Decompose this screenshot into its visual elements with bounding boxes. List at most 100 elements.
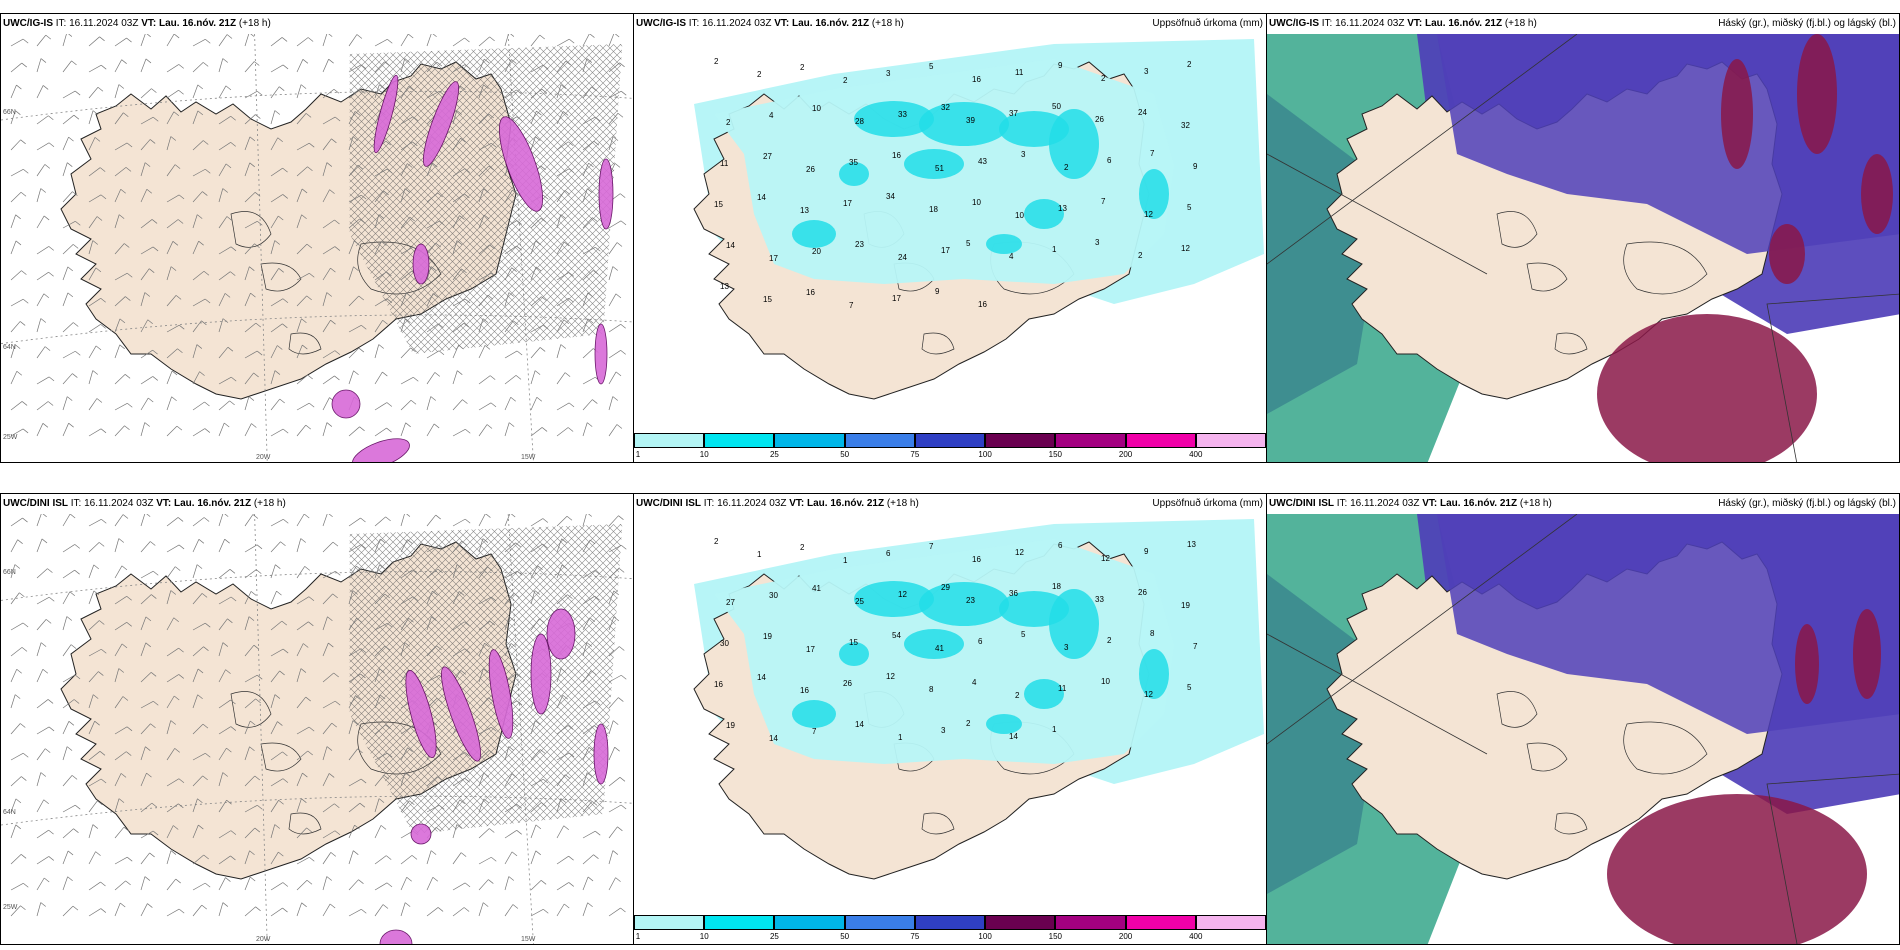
precip-value: 16	[978, 300, 987, 309]
precip-value: 27	[726, 598, 735, 607]
colorbar-tick-label: 400	[1189, 932, 1203, 941]
colorbar-swatch	[1055, 433, 1126, 448]
precip-value: 5	[929, 62, 934, 71]
precip-value: 12	[1144, 210, 1153, 219]
precip-value: 14	[757, 193, 766, 202]
precip-value: 9	[1193, 162, 1198, 171]
precip-value: 14	[855, 720, 864, 729]
precip-value: 35	[849, 158, 858, 167]
colorbar-tick-label: 75	[910, 450, 920, 459]
lat-label-66: 66N	[3, 569, 16, 576]
panel-title-right: Uppsöfnuð úrkoma (mm)	[1152, 18, 1263, 29]
precip-value: 33	[898, 110, 907, 119]
precip-value: 50	[1052, 102, 1061, 111]
colorbar-tick-label: 150	[1048, 450, 1063, 459]
precip-value: 7	[929, 542, 934, 551]
colorbar-tick-label: 100	[978, 932, 992, 941]
precip-value: 18	[1052, 582, 1061, 591]
precip-value: 16	[806, 288, 815, 297]
colorbar-swatch	[1195, 915, 1266, 930]
colorbar-swatch	[634, 433, 705, 448]
precip-value: 16	[972, 555, 981, 564]
precip-value: 17	[769, 254, 778, 263]
precip-value-labels: 2121671612612913273041251229233618332619…	[714, 537, 1198, 743]
precip-value: 17	[941, 246, 950, 255]
precip-value: 13	[1058, 204, 1067, 213]
lon-label-15w: 15W	[521, 936, 536, 943]
precip-value: 5	[1187, 203, 1192, 212]
precip-value: 12	[898, 590, 907, 599]
precip-value: 2	[714, 537, 719, 546]
precip-value: 26	[1138, 588, 1147, 597]
precip-value: 30	[720, 639, 729, 648]
precip-value: 25	[855, 597, 864, 606]
precip-value: 10	[1101, 677, 1110, 686]
precip-value: 2	[800, 63, 805, 72]
lon-label-25w: 25W	[3, 434, 18, 441]
precip-value: 3	[1144, 67, 1149, 76]
precip-value: 8	[1150, 629, 1155, 638]
colorbar-tick-label: 25	[769, 932, 779, 941]
precip-map: 2121671612612913273041251229233618332619…	[693, 519, 1264, 880]
colorbar-tick-label: 200	[1118, 450, 1133, 459]
precip-value: 2	[1064, 163, 1069, 172]
wind-barbs	[10, 514, 627, 917]
precip-value: 15	[714, 200, 723, 209]
precip-value: 9	[1144, 547, 1149, 556]
colorbar-tick-label: 50	[840, 932, 850, 941]
precip-value: 14	[769, 734, 778, 743]
panel-title-right: Uppsöfnuð úrkoma (mm)	[1152, 498, 1263, 509]
precip-value: 15	[849, 638, 858, 647]
precip-value: 19	[763, 632, 772, 641]
precip-value: 1	[757, 550, 762, 559]
precip-value: 7	[1150, 149, 1155, 158]
panel-header: UWC/IG-IS IT: 16.11.2024 03Z VT: Lau. 16…	[1, 14, 633, 34]
colorbar-tick-label: 150	[1048, 932, 1063, 941]
precip-colorbar: 1 10 25 50 75 100 150 200 400	[634, 915, 1266, 944]
precip-value: 12	[886, 672, 895, 681]
panel-header: UWC/DINI ISL IT: 16.11.2024 03Z VT: Lau.…	[634, 494, 1266, 514]
precip-value: 15	[763, 295, 772, 304]
colorbar-swatch	[1055, 915, 1126, 930]
colorbar-swatch	[985, 915, 1056, 930]
precip-value: 41	[812, 584, 821, 593]
precip-value: 5	[1021, 630, 1026, 639]
precip-value: 26	[806, 165, 815, 174]
precip-value: 8	[929, 685, 934, 694]
precip-value: 36	[1009, 589, 1018, 598]
precip-value: 9	[1058, 61, 1063, 70]
colorbar-tick-label: 10	[699, 932, 709, 941]
precip-value: 24	[898, 253, 907, 262]
colorbar-swatch	[774, 433, 845, 448]
precip-value: 3	[1064, 643, 1069, 652]
precip-value: 10	[812, 104, 821, 113]
precip-value: 4	[1009, 252, 1014, 261]
precip-value: 6	[978, 637, 983, 646]
colorbar-swatch	[704, 915, 775, 930]
panel-cloud-ig-is: UWC/IG-IS IT: 16.11.2024 03Z VT: Lau. 16…	[1266, 13, 1900, 463]
precip-value: 1	[1052, 245, 1057, 254]
precip-value: 17	[892, 294, 901, 303]
precip-value: 5	[1187, 683, 1192, 692]
precip-value: 14	[757, 673, 766, 682]
precip-value: 26	[1095, 115, 1104, 124]
precip-value: 1	[843, 556, 848, 565]
precip-value: 3	[1021, 150, 1026, 159]
precip-value: 6	[1058, 541, 1063, 550]
map-boundary-lines	[1267, 514, 1899, 944]
precip-value: 2	[843, 76, 848, 85]
colorbar-tick-label: 75	[910, 932, 920, 941]
precip-value: 2	[757, 70, 762, 79]
colorbar-tick-label: 1	[635, 932, 641, 941]
mid-cloud-areas	[1607, 609, 1881, 944]
colorbar-tick-label: 10	[699, 450, 709, 459]
colorbar-swatch	[704, 433, 775, 448]
precip-value: 33	[1095, 595, 1104, 604]
precip-mid-areas	[792, 101, 1169, 254]
lat-label-66: 66N	[3, 109, 16, 116]
precip-value: 18	[929, 205, 938, 214]
precip-value: 16	[972, 75, 981, 84]
precip-value: 3	[886, 69, 891, 78]
panel-title-right: Háský (gr.), miðský (fj.bl.) og lágský (…	[1718, 498, 1896, 509]
precip-value: 20	[812, 247, 821, 256]
